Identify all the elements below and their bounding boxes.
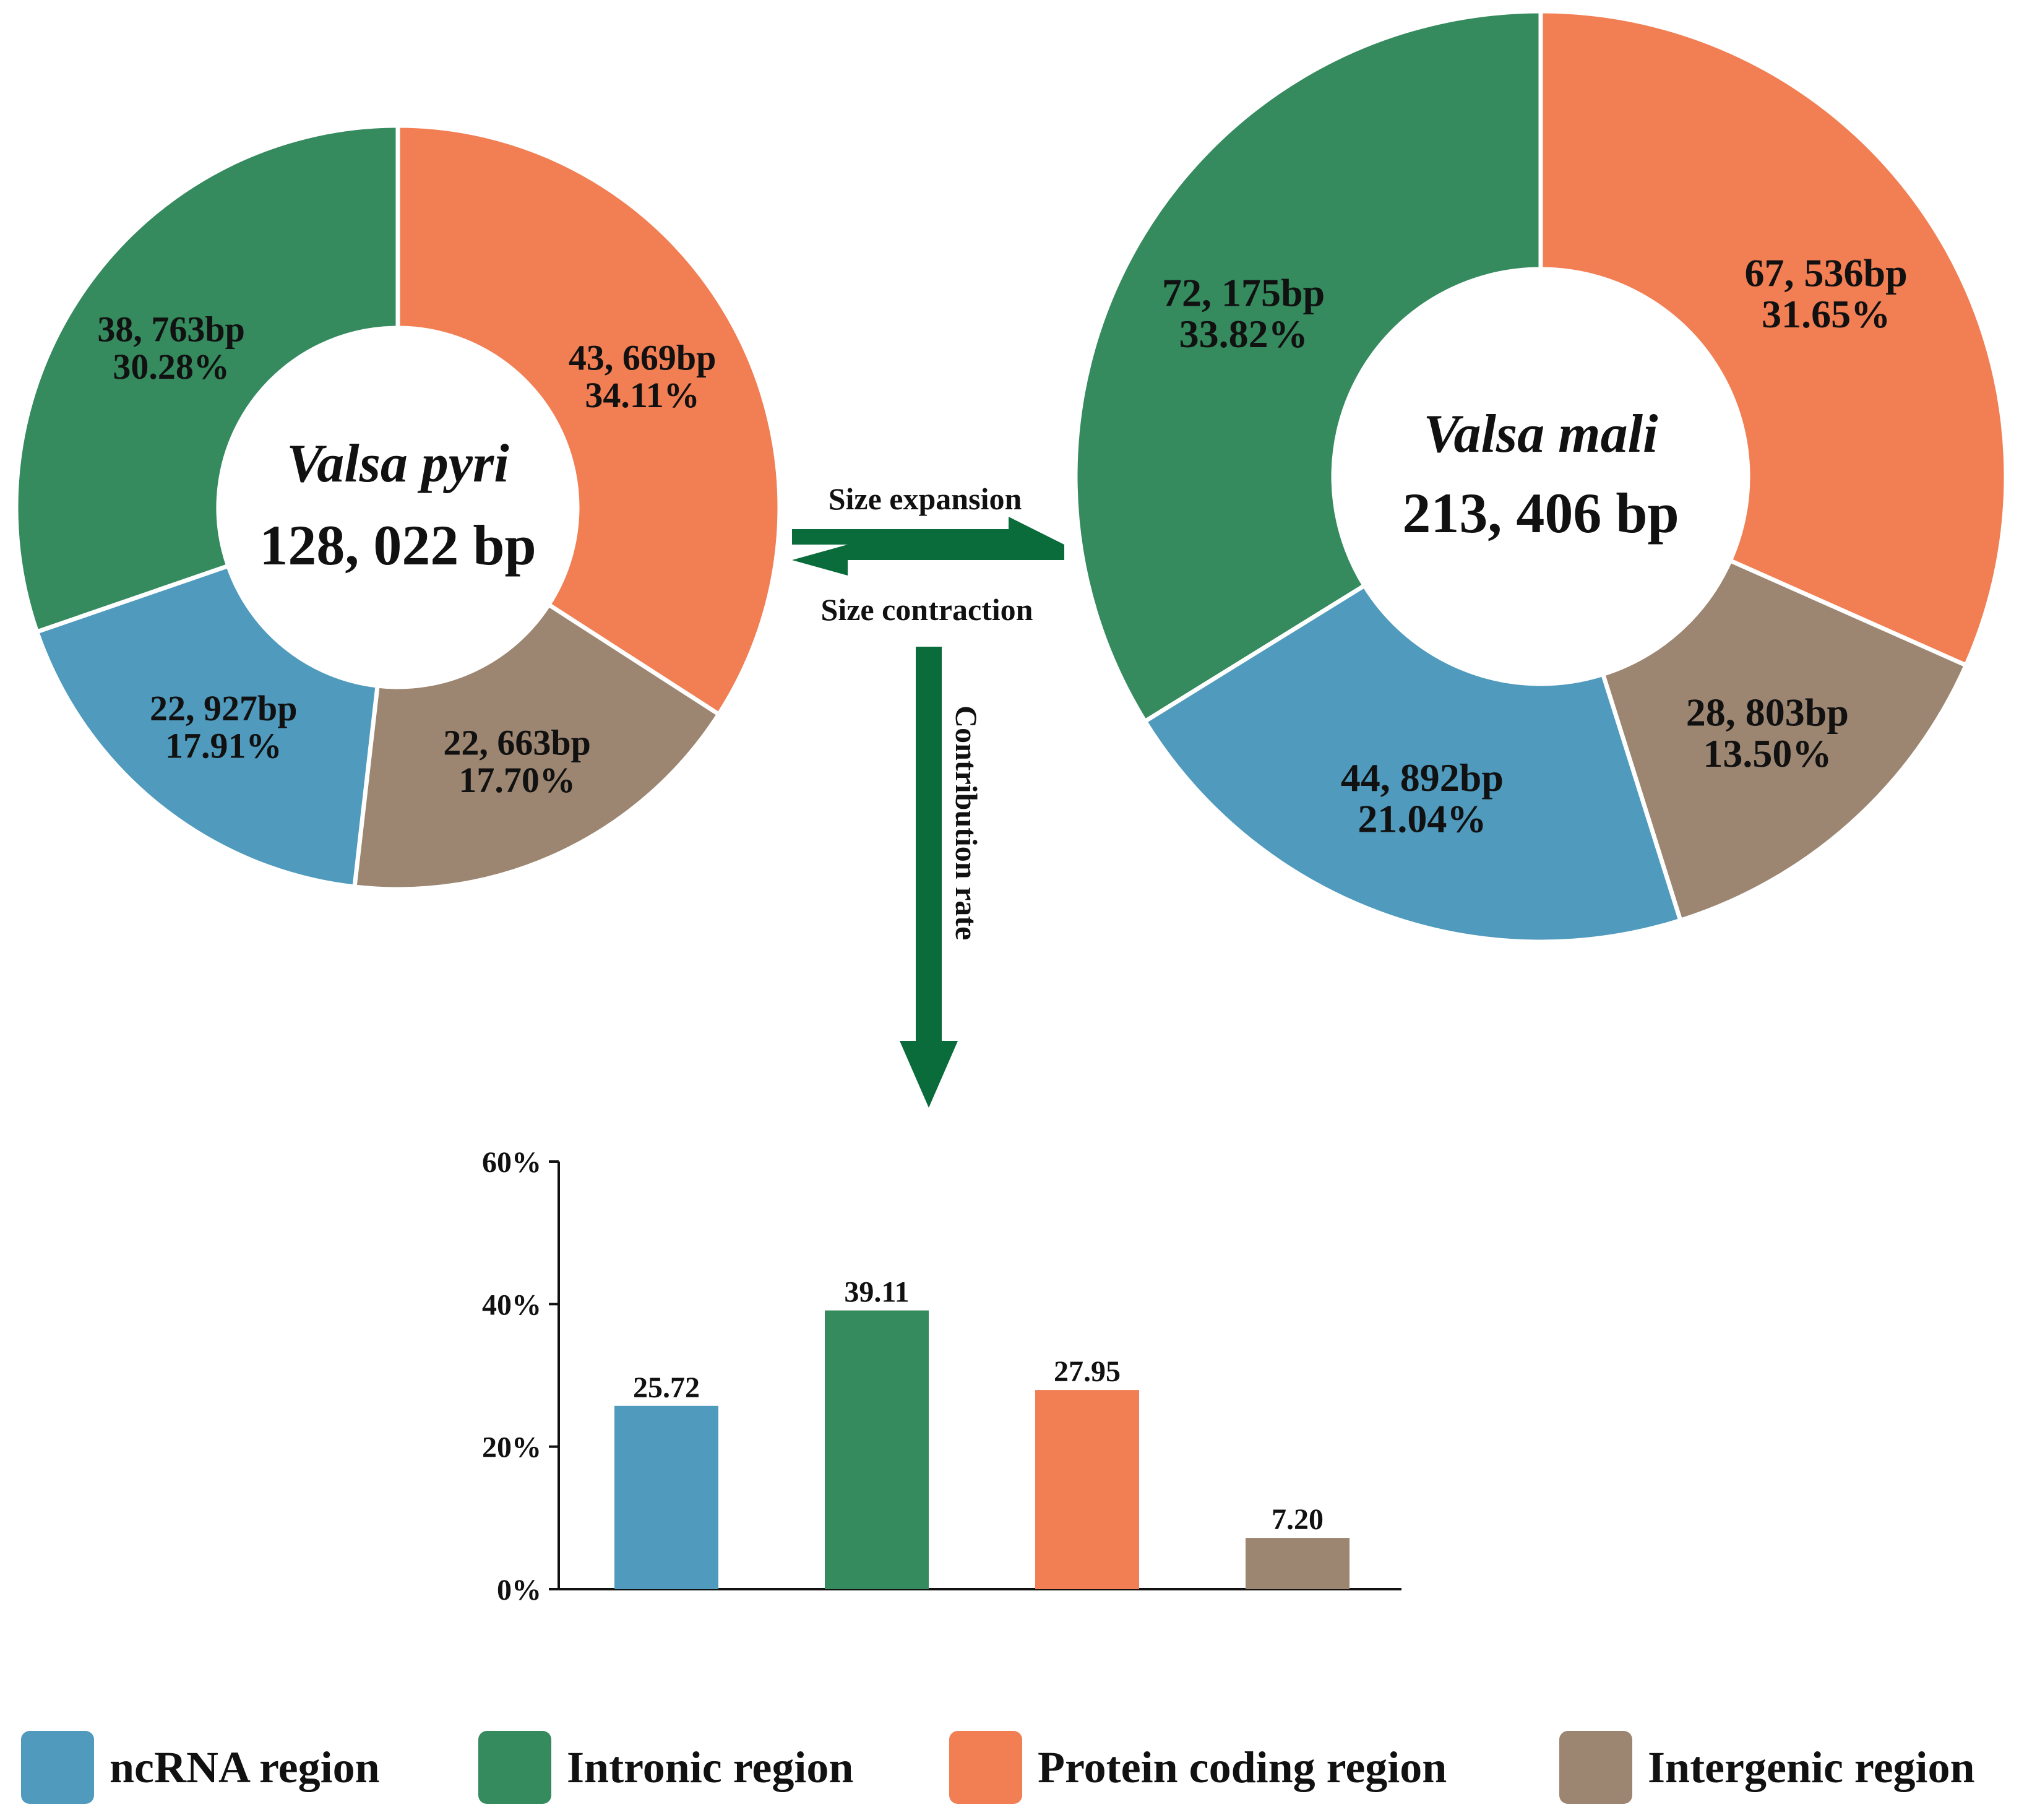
bar-value-label: 27.95 (1054, 1355, 1121, 1388)
bar-protein (1035, 1390, 1139, 1589)
legend-label-protein: Protein coding region (1038, 1743, 1447, 1792)
slice-percent-label: 13.50% (1703, 731, 1832, 775)
slice-value-label: 22, 663bp (443, 723, 591, 763)
y-tick-label: 60% (482, 1146, 541, 1179)
y-tick-label: 40% (482, 1288, 541, 1321)
slice-value-label: 28, 803bp (1686, 690, 1849, 734)
expansion-arrow (792, 517, 1064, 545)
contribution-bar-chart: 0% 20% 40% 60% 25.72 39.11 27.95 7.20 (482, 1146, 1401, 1607)
slice-percent-label: 33.82% (1179, 312, 1308, 356)
contribution-arrow (900, 647, 958, 1108)
donut-slice-intergenic (352, 602, 722, 892)
contraction-arrow (792, 545, 1064, 576)
donut-slice-intronic (14, 123, 400, 635)
donut-slice-protein (395, 123, 782, 718)
bar-value-label: 7.20 (1272, 1503, 1324, 1536)
slice-value-label: 43, 669bp (569, 338, 717, 378)
bar-ncrna (614, 1405, 718, 1589)
legend: ncRNA region Intronic region Protein codin… (21, 1731, 1975, 1804)
slice-percent-label: 21.04% (1358, 796, 1486, 840)
slice-value-label: 72, 175bp (1162, 271, 1325, 315)
slice-value-label: 44, 892bp (1341, 756, 1504, 800)
legend-swatch-protein (949, 1731, 1022, 1804)
slice-percent-label: 34.11% (585, 375, 699, 415)
bar-chart-marks: 25.72 39.11 27.95 7.20 (614, 1276, 1350, 1589)
donut-slice-intronic (1073, 9, 1543, 725)
slice-percent-label: 17.91% (165, 725, 282, 766)
donut-slice-protein (1538, 9, 2008, 668)
donut-slice-ncrna (1142, 582, 1684, 944)
slice-percent-label: 30.28% (113, 347, 230, 387)
donut-title-valsa-pyri: Valsa pyri (286, 434, 509, 494)
size-contraction-label: Size contraction (821, 592, 1033, 627)
slice-value-label: 22, 927bp (150, 688, 298, 728)
donut-title-valsa-mali: Valsa mali (1424, 404, 1659, 464)
slice-percent-label: 17.70% (458, 760, 575, 800)
bar-intergenic (1246, 1538, 1350, 1589)
legend-label-ncrna: ncRNA region (110, 1743, 380, 1792)
donut-slice-intergenic (1600, 558, 1969, 923)
bar-intronic (825, 1310, 929, 1589)
slice-value-label: 67, 536bp (1744, 251, 1907, 295)
contribution-rate-label: Contribution rate (949, 705, 984, 940)
size-arrows: Size expansion Size contraction (792, 481, 1064, 627)
bar-value-label: 25.72 (633, 1371, 700, 1404)
size-expansion-label: Size expansion (829, 481, 1022, 516)
legend-swatch-ncrna (21, 1731, 94, 1804)
legend-label-intronic: Intronic region (567, 1743, 853, 1792)
legend-swatch-intergenic (1559, 1731, 1632, 1804)
legend-swatch-intronic (478, 1731, 551, 1804)
slice-value-label: 38, 763bp (97, 309, 245, 350)
donut-center-valsa-mali: 213, 406 bp (1402, 481, 1679, 545)
donut-slice-ncrna (34, 563, 380, 889)
y-tick-label: 20% (482, 1431, 541, 1464)
legend-label-intergenic: Intergenic region (1648, 1743, 1975, 1792)
slice-percent-label: 31.65% (1762, 292, 1890, 336)
contribution-arrow-group: Contribution rate (900, 647, 984, 1108)
bar-value-label: 39.11 (844, 1276, 909, 1309)
y-tick-label: 0% (497, 1574, 541, 1607)
donut-center-valsa-pyri: 128, 022 bp (259, 514, 536, 577)
